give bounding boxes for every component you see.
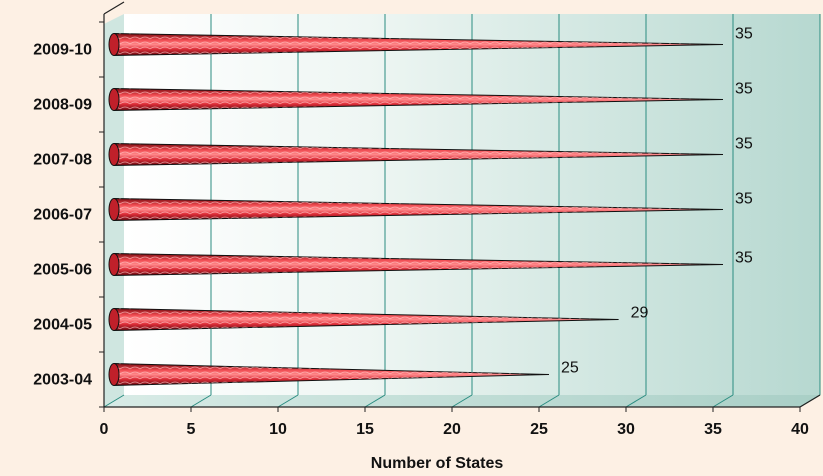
category-label: 2008-09 <box>33 97 92 114</box>
bar <box>108 362 550 387</box>
category-label: 2007-08 <box>33 152 92 169</box>
axis-depth-line <box>103 1 125 15</box>
floor-gridline <box>625 394 647 408</box>
x-tick-label: 0 <box>100 421 109 438</box>
data-label: 35 <box>735 250 753 267</box>
data-label: 35 <box>735 81 753 98</box>
x-tick-label: 35 <box>704 421 722 438</box>
x-tick-label: 20 <box>443 421 461 438</box>
data-labels: 25 29 35 35 35 35 35 <box>561 26 753 377</box>
category-label: 2006-07 <box>33 207 92 224</box>
category-label: 2003-04 <box>33 372 92 389</box>
floor-gridline <box>712 394 734 408</box>
category-labels: 2003-04 2004-05 2005-06 2006-07 2007-08 2008-… <box>33 42 92 389</box>
bar <box>108 32 724 57</box>
floor-gridline <box>190 394 212 408</box>
category-label: 2004-05 <box>33 317 92 334</box>
category-label: 2005-06 <box>33 262 92 279</box>
x-tick-label: 15 <box>356 421 374 438</box>
data-label: 25 <box>561 360 579 377</box>
floor-gridline <box>103 394 125 408</box>
tick-labels: 0 5 10 15 20 25 30 35 40 <box>100 421 809 438</box>
bar <box>108 142 724 167</box>
x-tick-label: 30 <box>617 421 635 438</box>
x-axis-title: Number of States <box>371 455 504 472</box>
category-label: 2009-10 <box>33 42 92 59</box>
data-label: 35 <box>735 26 753 43</box>
x-tick-label: 40 <box>791 421 809 438</box>
bar <box>108 252 724 277</box>
data-label: 35 <box>735 136 753 153</box>
bar <box>108 87 724 112</box>
floor-gridline <box>277 394 299 408</box>
axes <box>99 1 821 412</box>
floor-gridline <box>451 394 473 408</box>
bars <box>108 32 724 387</box>
x-tick-label: 25 <box>530 421 548 438</box>
floor-gridline <box>538 394 560 408</box>
bar <box>108 307 619 332</box>
x-tick-label: 10 <box>269 421 287 438</box>
bar <box>108 197 724 222</box>
data-label: 29 <box>631 305 649 322</box>
axis-depth-line <box>799 394 821 408</box>
floor-gridline <box>364 394 386 408</box>
data-label: 35 <box>735 191 753 208</box>
x-tick-label: 5 <box>187 421 196 438</box>
